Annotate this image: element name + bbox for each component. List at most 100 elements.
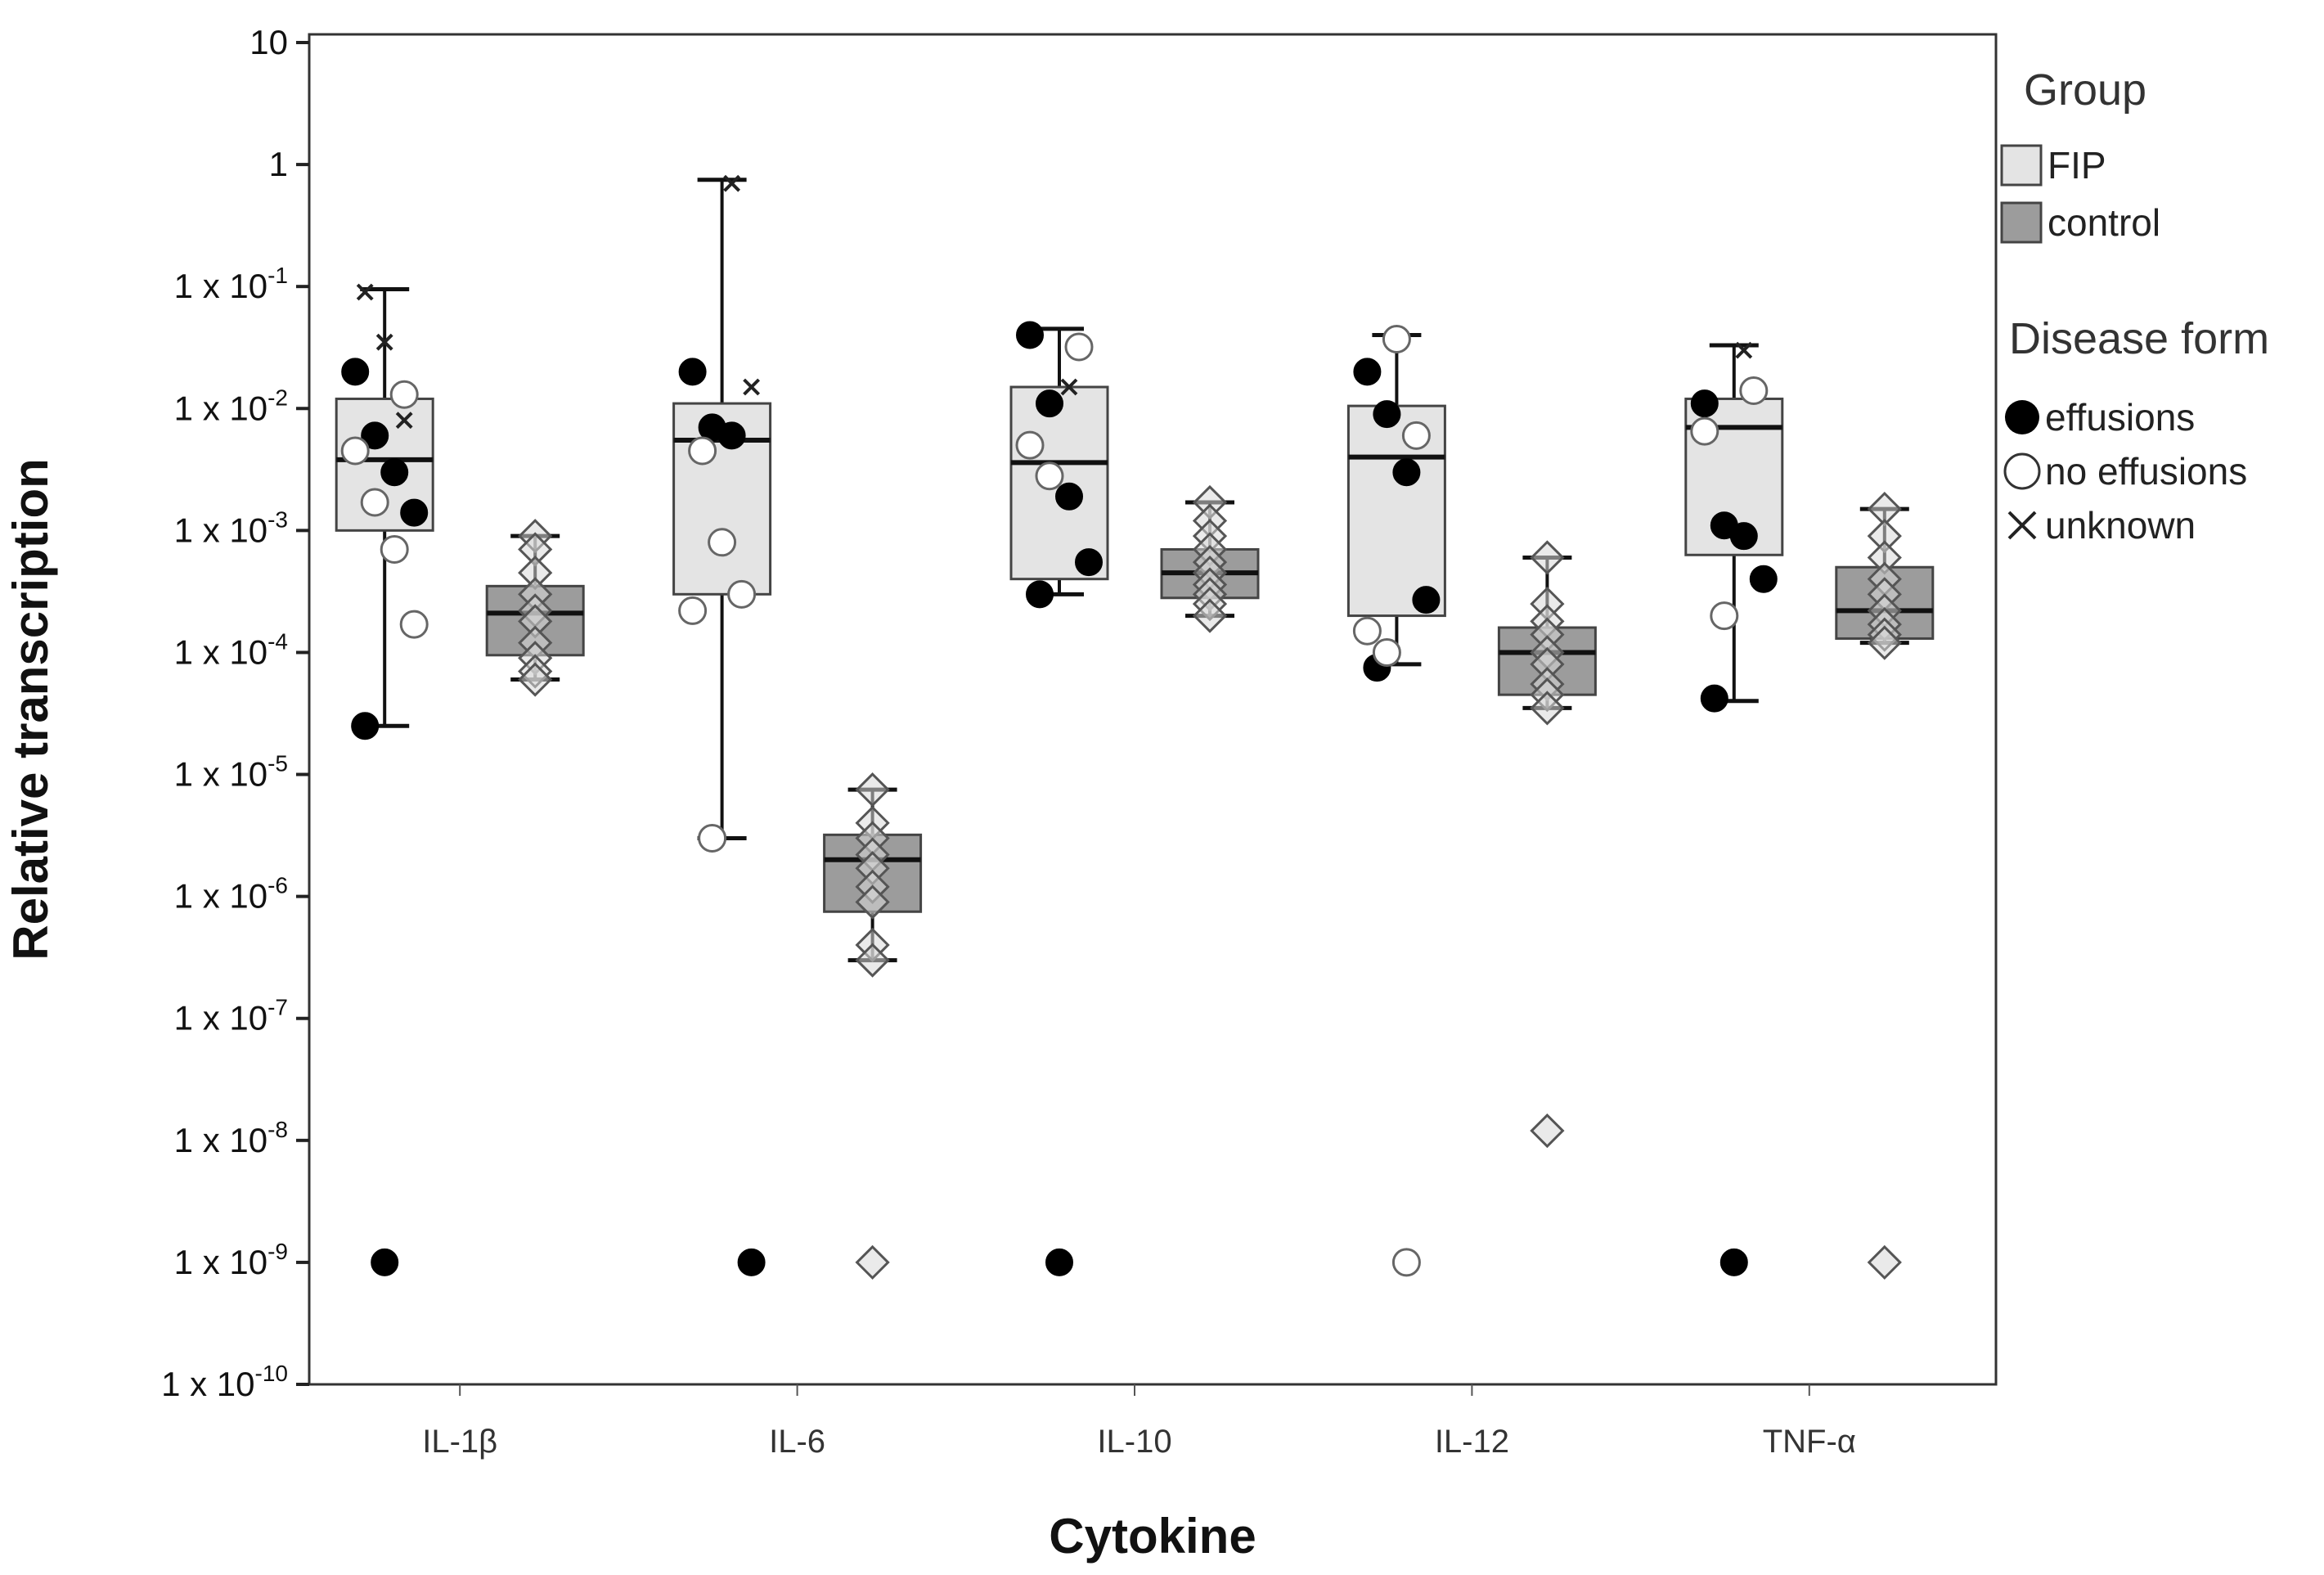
point-unknown <box>743 378 761 396</box>
point-effusions <box>1373 400 1401 429</box>
point-effusions <box>361 421 389 450</box>
x-tick-label: TNF-α <box>1763 1424 1856 1460</box>
point-no-effusions <box>1015 430 1045 460</box>
point-effusions <box>1075 548 1103 577</box>
point-control <box>1530 691 1565 726</box>
legend-swatch-FIP <box>2000 144 2043 187</box>
box-FIP-IL-6 <box>672 178 772 841</box>
x-axis-title: Cytokine <box>1049 1509 1256 1564</box>
point-control <box>1530 540 1565 575</box>
point-control <box>1192 598 1228 633</box>
x-tick-label: IL-1β <box>422 1424 497 1460</box>
legend-group-title: Group <box>2024 65 2146 115</box>
point-effusions <box>717 421 746 450</box>
legend-form-title: Disease form <box>2009 314 2269 363</box>
point-unknown <box>1060 378 1078 396</box>
point-control <box>855 884 890 920</box>
legend-label-control: control <box>2048 201 2160 244</box>
point-no-effusions <box>1064 332 1094 362</box>
boxes <box>335 178 1935 963</box>
point-no-effusions <box>1352 616 1382 646</box>
point-effusions <box>341 358 370 386</box>
y-tick-label: 10 <box>249 23 288 61</box>
point-no-effusions <box>1035 461 1064 491</box>
y-tick-label: 1 x 10-4 <box>174 628 288 671</box>
legend-marker-unknown <box>2007 511 2037 540</box>
point-no-effusions <box>688 436 717 466</box>
point-effusions <box>371 1248 399 1276</box>
point-no-effusions <box>380 534 409 564</box>
legend-marker-effusions <box>2005 400 2039 434</box>
point-effusions <box>400 498 429 527</box>
point-effusions <box>1700 684 1728 713</box>
legend-marker-no-effusions <box>2003 452 2041 490</box>
y-tick-label: 1 x 10-2 <box>174 385 288 427</box>
y-tick-label: 1 x 10-6 <box>174 873 288 916</box>
point-no-effusions <box>1372 637 1401 667</box>
point-control <box>1867 625 1902 660</box>
point-no-effusions <box>360 488 389 517</box>
point-effusions <box>1036 389 1063 418</box>
y-tick-label: 1 x 10-3 <box>174 506 288 549</box>
y-tick-label: 1 x 10-8 <box>174 1117 288 1159</box>
point-effusions <box>1729 522 1758 551</box>
y-axis-title: Relative transcription <box>3 458 58 961</box>
y-tick-label: 1 x 10-9 <box>174 1239 288 1281</box>
y-axis: 10 1 1 x 10-1 1 x 10-2 1 x 10-3 1 x 10-4 1 x 1… <box>161 23 309 1403</box>
point-no-effusions <box>708 528 737 557</box>
point-effusions <box>1045 1248 1073 1276</box>
legend-label-FIP: FIP <box>2048 144 2106 187</box>
point-unknown <box>1735 341 1753 359</box>
point-effusions <box>380 458 409 487</box>
y-tick-label: 1 x 10-10 <box>161 1361 288 1403</box>
x-tick-label: IL-12 <box>1435 1424 1509 1460</box>
point-effusions <box>678 358 707 386</box>
point-unknown <box>395 412 413 430</box>
point-effusions <box>737 1248 766 1276</box>
y-tick-label: 1 x 10-1 <box>174 263 288 305</box>
point-effusions <box>1016 321 1044 349</box>
x-tick-label: IL-10 <box>1097 1424 1171 1460</box>
data-points <box>340 174 1902 1280</box>
point-control <box>855 772 890 808</box>
x-tick-label: IL-6 <box>769 1424 825 1460</box>
x-axis: IL-1β IL-6 IL-10 IL-12 TNF-α <box>422 1384 1856 1460</box>
point-effusions <box>1719 1248 1748 1276</box>
point-no-effusions <box>727 579 757 609</box>
point-no-effusions <box>1710 601 1739 631</box>
legend-swatch-control <box>2000 201 2043 244</box>
y-tick-label: 1 <box>269 145 288 183</box>
point-unknown <box>375 333 393 351</box>
point-effusions <box>1412 586 1441 614</box>
legend: Group Disease form FIP control effusions no… <box>2000 65 2269 547</box>
point-no-effusions <box>1391 1248 1421 1277</box>
point-no-effusions <box>678 596 708 625</box>
point-control <box>1867 1244 1902 1280</box>
point-effusions <box>1392 458 1421 487</box>
point-no-effusions <box>340 436 370 466</box>
point-effusions <box>1749 565 1778 593</box>
point-control <box>855 943 890 978</box>
point-no-effusions <box>1382 325 1411 354</box>
point-no-effusions <box>698 824 727 853</box>
point-effusions <box>1055 482 1083 511</box>
legend-label-form: unknown <box>2045 504 2196 547</box>
point-no-effusions <box>399 610 429 639</box>
point-no-effusions <box>1401 421 1431 450</box>
point-effusions <box>1690 389 1719 418</box>
point-no-effusions <box>389 380 419 409</box>
point-unknown <box>356 283 374 301</box>
point-unknown <box>723 174 741 192</box>
legend-label-form: no effusions <box>2045 450 2247 493</box>
point-effusions <box>351 712 380 740</box>
point-effusions <box>1353 358 1382 386</box>
point-control <box>855 1244 890 1280</box>
y-tick-label: 1 x 10-7 <box>174 995 288 1037</box>
point-no-effusions <box>1690 416 1719 446</box>
plot-frame <box>308 33 1998 1386</box>
point-control <box>1530 1113 1565 1149</box>
point-control <box>518 662 553 697</box>
point-effusions <box>1026 580 1054 609</box>
legend-label-form: effusions <box>2045 396 2195 439</box>
